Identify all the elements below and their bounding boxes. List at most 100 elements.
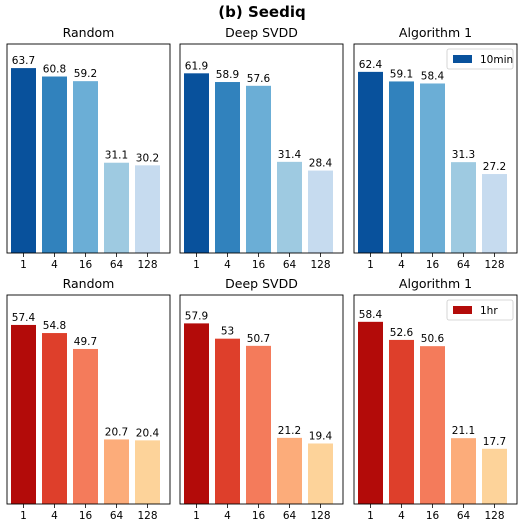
chart-panel: Deep SVDD 57.9 1 53 4 50.7 16 21.2 64 19.4 128 [179,276,344,522]
x-tick-label: 64 [110,259,124,271]
x-tick-label: 4 [224,510,231,522]
data-label: 57.4 [12,312,36,324]
x-tick-label: 16 [252,510,266,522]
x-tick-label: 4 [224,259,231,271]
x-tick-label: 16 [426,510,440,522]
data-label: 30.2 [136,152,159,164]
bar [73,348,98,504]
x-tick-label: 1 [20,259,27,271]
x-tick-label: 1 [193,259,200,271]
bar [451,162,476,253]
legend: 10min [446,48,514,70]
x-tick-label: 1 [367,259,374,271]
data-label: 57.6 [247,73,271,85]
chart-panel: Deep SVDD 61.9 1 58.9 4 57.6 16 31.4 64 28.4 128 [179,25,344,271]
data-label: 49.7 [74,336,97,348]
bar [420,83,445,253]
chart-panels: Random63.7160.8459.21631.16430.2128Deep … [6,25,518,522]
x-tick-label: 128 [484,510,504,522]
x-tick-label: 1 [367,510,374,522]
bar [73,81,98,254]
plot-frame [353,294,518,505]
bar [277,161,302,253]
bar [104,439,129,504]
x-tick-label: 128 [137,510,157,522]
x-tick-label: 16 [79,259,93,271]
panel-title: Algorithm 1 [399,25,472,40]
bar [104,162,129,253]
data-label: 52.6 [390,327,414,339]
data-label: 59.2 [74,68,97,80]
bar [215,338,240,504]
panel-title: Random [63,276,115,291]
bar [358,321,383,504]
data-label: 57.9 [185,310,208,322]
bar [277,437,302,504]
legend-swatch [453,306,472,314]
bar [11,324,36,504]
x-tick-label: 128 [310,510,330,522]
plot-frame [353,43,518,254]
data-label: 53 [221,326,234,338]
data-label: 21.1 [452,425,475,437]
x-tick-label: 64 [457,510,471,522]
x-tick-label: 4 [398,510,405,522]
legend-box [446,299,514,321]
bar [308,170,333,253]
plot-frame [6,43,171,254]
bar [451,438,476,504]
legend-box [446,48,514,70]
data-label: 62.4 [359,59,383,71]
data-label: 58.9 [216,69,239,81]
data-label: 58.4 [421,70,445,82]
x-tick-label: 128 [137,259,157,271]
x-tick-label: 128 [310,259,330,271]
data-label: 54.8 [43,320,66,332]
bar [42,333,67,504]
legend: 1hr [446,299,514,321]
legend-label: 10min [480,54,513,66]
x-tick-label: 16 [252,259,266,271]
bar [308,443,333,504]
figure-title: (b) Seediq [218,3,305,21]
bar [246,345,271,504]
data-label: 31.4 [278,149,302,161]
x-tick-label: 4 [51,510,58,522]
plot-frame [6,294,171,505]
bar [389,339,414,504]
legend-swatch [453,55,472,63]
data-label: 58.4 [359,309,383,321]
data-label: 60.8 [43,64,66,76]
data-label: 20.4 [136,427,160,439]
bar [358,71,383,253]
panel-title: Random [63,25,115,40]
data-label: 31.1 [105,150,128,162]
x-tick-label: 1 [20,510,27,522]
x-tick-label: 64 [110,510,124,522]
x-tick-label: 64 [457,259,471,271]
data-label: 61.9 [185,60,208,72]
chart-panel: Random 57.4 1 54.8 4 49.7 16 20.7 64 20.4 128 [6,276,171,522]
x-tick-label: 4 [398,259,405,271]
chart-panel: Algorithm 1 62.4 1 59.1 4 58.4 16 31.3 64 27.2 128… [353,25,518,271]
panel-title: Algorithm 1 [399,276,472,291]
panel-title: Deep SVDD [225,276,298,291]
data-label: 50.6 [421,333,445,345]
bar [135,165,160,253]
bar [11,68,36,254]
data-label: 31.3 [452,149,475,161]
data-label: 17.7 [483,436,506,448]
x-tick-label: 64 [283,510,297,522]
data-label: 28.4 [309,158,333,170]
chart-panel: Algorithm 1 58.4 1 52.6 4 50.6 16 21.1 64 17.7 128… [353,276,518,522]
x-tick-label: 16 [79,510,93,522]
bar [215,82,240,253]
bar [184,73,209,253]
bar [482,448,507,504]
x-tick-label: 4 [51,259,58,271]
x-tick-label: 128 [484,259,504,271]
bar [420,346,445,504]
plot-frame [179,43,344,254]
data-label: 21.2 [278,425,301,437]
legend-label: 1hr [480,305,498,317]
